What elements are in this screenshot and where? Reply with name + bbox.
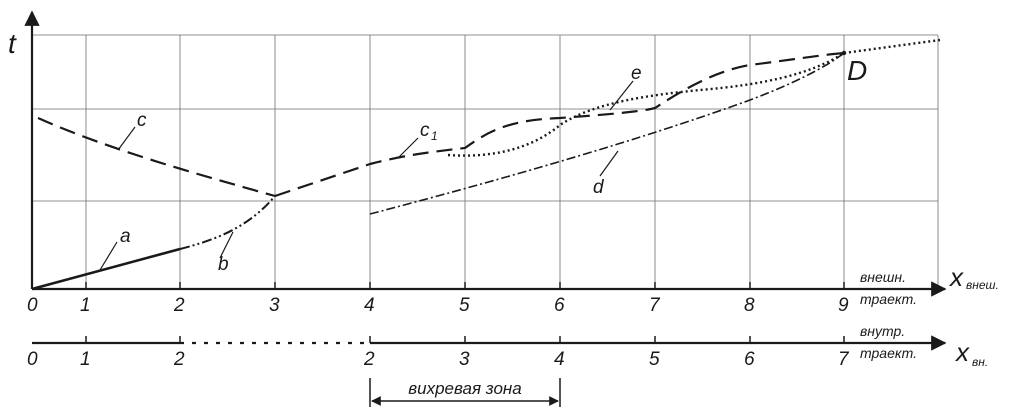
inner-note-top: внутр.: [860, 323, 905, 339]
curve-labels: a b c c 1 d e D: [120, 55, 867, 275]
inner-tick-4: 4: [554, 349, 565, 370]
outer-note-bottom: траект.: [860, 291, 917, 307]
inner-axis-sub: вн.: [972, 355, 988, 369]
label-c: c: [137, 110, 147, 131]
outer-tick-3: 3: [269, 295, 280, 316]
curve-a: [32, 249, 180, 289]
label-a: a: [120, 226, 131, 247]
inner-tick-7: 7: [838, 349, 850, 370]
outer-tick-9: 9: [838, 295, 849, 316]
inner-tick-1: 1: [80, 349, 91, 370]
label-c1: c: [420, 120, 430, 141]
t-axis-label: t: [8, 28, 17, 59]
inner-tick-0: 0: [27, 349, 38, 370]
curve-d: [370, 53, 844, 214]
curve-tail: [844, 40, 940, 53]
curve-b: [180, 196, 275, 249]
inner-tick-5: 5: [649, 349, 660, 370]
outer-tick-1: 1: [80, 295, 91, 316]
curve-c: [38, 118, 275, 196]
vortex-zone-label: вихревая зона: [408, 379, 521, 398]
inner-tick-2b: 2: [363, 349, 375, 370]
inner-tick-3: 3: [459, 349, 470, 370]
curve-c1: [275, 53, 844, 196]
outer-note-top: внешн.: [860, 269, 906, 285]
outer-tick-7: 7: [649, 295, 661, 316]
outer-tick-0: 0: [27, 295, 38, 316]
inner-axis-name: x: [954, 337, 970, 367]
inner-tick-6: 6: [744, 349, 755, 370]
outer-tick-2: 2: [173, 295, 185, 316]
label-c1-sub: 1: [431, 129, 438, 143]
inner-tick-2a: 2: [173, 349, 185, 370]
label-b: b: [218, 254, 229, 275]
label-d: d: [593, 177, 605, 198]
inner-tick-labels: 0 1 2 2 3 4 5 6 7: [27, 349, 850, 370]
axes: [32, 12, 945, 343]
curve-e: [448, 53, 844, 156]
outer-axis-name: x: [948, 262, 964, 292]
outer-tick-6: 6: [554, 295, 565, 316]
outer-axis-sub: внеш.: [966, 278, 999, 292]
label-e: e: [631, 63, 642, 84]
point-D-marker: [842, 51, 846, 55]
outer-tick-8: 8: [744, 295, 755, 316]
label-D: D: [847, 55, 867, 86]
grid: [32, 35, 938, 289]
outer-tick-4: 4: [364, 295, 375, 316]
curves: [32, 40, 940, 289]
inner-note-bottom: траект.: [860, 345, 917, 361]
outer-tick-labels: 0 1 2 3 4 5 6 7 8 9: [27, 295, 849, 316]
outer-tick-5: 5: [459, 295, 470, 316]
